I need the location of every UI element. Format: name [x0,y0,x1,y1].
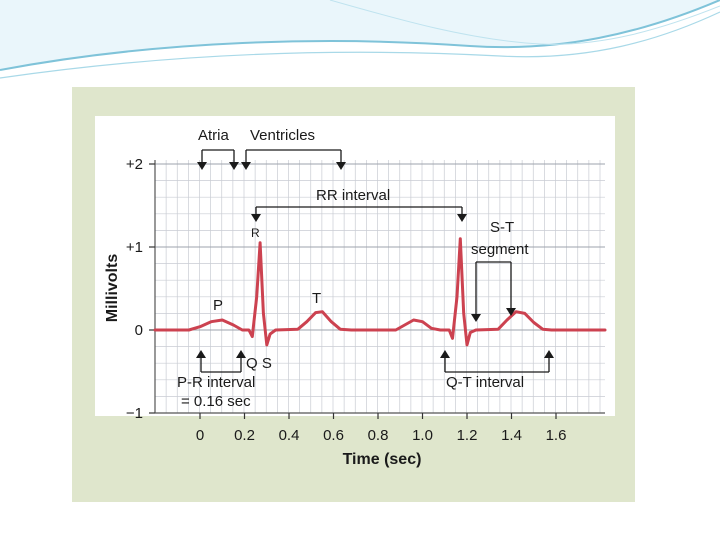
rr-arrow-right-head [457,214,467,222]
y-tick-label: +2 [126,156,143,173]
slide-header-wave [0,0,720,90]
atria-arrow-right-head [229,162,239,170]
ecg-trace [153,237,607,347]
x-tick-label: 0.6 [323,427,344,444]
label-atria: Atria [198,127,230,144]
annotations [196,149,554,373]
rr-arrow-left-head [251,214,261,222]
y-tick-label: 0 [135,322,143,339]
label-r: R [251,226,260,240]
pr-arrow-right-head [236,350,246,358]
pr-arrow-left-head [196,350,206,358]
label-rr-interval: RR interval [316,187,390,204]
x-tick-label: 0.2 [234,427,255,444]
y-tick-label: +1 [126,239,143,256]
x-tick-label: 1.4 [501,427,522,444]
axes: +2 +1 0 −1 0 0.2 0.4 0.6 0.8 1.0 1.2 1.4 1.6 [126,156,605,444]
x-tick-label: 1.0 [412,427,433,444]
header-wave-fill [0,0,720,90]
atria-arrow-left-head [197,162,207,170]
qt-arrow-left-head [440,350,450,358]
x-axis-label: Time (sec) [343,451,422,468]
x-tick-label: 0.4 [279,427,300,444]
label-t: T [312,290,321,307]
label-p: P [213,297,223,314]
y-axis-label: Millivolts [104,254,121,323]
qt-arrow-right-head [544,350,554,358]
header-wave-line-secondary [0,11,720,79]
x-tick-label: 1.6 [546,427,567,444]
label-st-segment-line2: segment [471,241,529,258]
header-wave-line [0,0,720,71]
label-qs: Q S [246,355,272,372]
ventricles-arrow-right-head [336,162,346,170]
label-qt-interval: Q-T interval [446,374,524,391]
x-tick-label: 0 [196,427,204,444]
x-tick-label: 1.2 [457,427,478,444]
y-tick-label: −1 [126,405,143,422]
label-pr-interval-line2: = 0.16 sec [181,393,251,410]
label-ventricles: Ventricles [250,127,315,144]
ventricles-arrow-left-head [241,162,251,170]
st-arrow-right-head [506,308,516,316]
header-wave-line-tertiary [329,0,720,45]
label-st-segment-line1: S-T [490,219,514,236]
st-arrow-left-head [471,314,481,322]
x-tick-label: 0.8 [368,427,389,444]
label-pr-interval-line1: P-R interval [177,374,255,391]
